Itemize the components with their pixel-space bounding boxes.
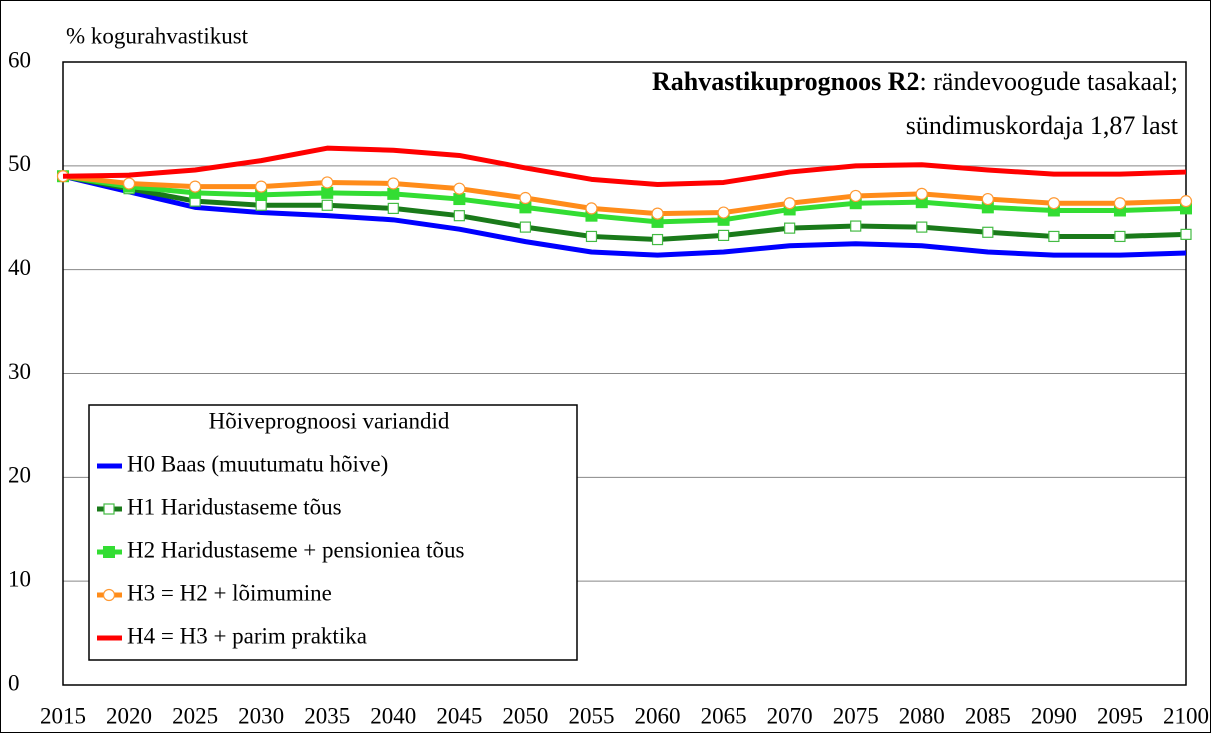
x-tick-label: 2100 (1163, 703, 1209, 728)
x-tick-label: 2045 (436, 703, 482, 728)
marker (453, 182, 466, 195)
x-tick-label: 2085 (965, 703, 1011, 728)
legend: Hõiveprognoosi variandid H0 Baas (muutuma… (88, 404, 578, 661)
y-tick-label: 30 (8, 359, 31, 384)
marker (849, 189, 862, 203)
x-tick-label: 2020 (106, 703, 152, 728)
legend-box (88, 404, 578, 661)
marker (585, 230, 598, 243)
marker (255, 180, 268, 193)
x-tick-label: 2080 (899, 703, 945, 728)
plot-border (62, 61, 1187, 686)
marker (387, 187, 400, 200)
marker (519, 221, 532, 233)
legend-label: H0 Baas (muutumatu hõive) (127, 451, 388, 476)
marker (255, 199, 267, 211)
y-tick-label: 40 (8, 255, 31, 280)
x-tick-label: 2095 (1097, 703, 1143, 728)
marker (519, 201, 532, 214)
legend-label: H1 Haridustaseme tõus (127, 494, 342, 519)
legend-label: H2 Haridustaseme + pensioniea tõus (127, 537, 465, 562)
series-line (62, 173, 1187, 258)
marker (1048, 230, 1060, 243)
marker (915, 187, 928, 200)
marker (1113, 197, 1127, 210)
x-tick-label: 2090 (1031, 703, 1077, 728)
y-tick-label: 50 (8, 151, 31, 176)
marker (519, 191, 532, 205)
marker (981, 192, 994, 206)
marker (255, 188, 268, 201)
y-tick-label: 10 (8, 566, 31, 591)
marker (717, 206, 730, 219)
y-tick-label: 60 (8, 47, 31, 72)
marker (982, 226, 994, 238)
marker (453, 193, 466, 206)
legend-label: H3 = H2 + lõimumine (127, 580, 332, 605)
x-tick-label: 2015 (40, 703, 86, 728)
marker (717, 229, 730, 242)
marker (321, 199, 333, 211)
marker (1180, 228, 1192, 240)
y-axis-label: % kogurahvastikust (66, 23, 249, 48)
x-tick-label: 2055 (568, 703, 614, 728)
marker (321, 176, 334, 189)
x-tick-label: 2040 (370, 703, 416, 728)
series-line (62, 173, 1187, 243)
marker (189, 180, 202, 193)
marker (1114, 230, 1126, 243)
chart-subtitle: sündimuskordaja 1,87 last (906, 111, 1179, 140)
legend-label: H4 = H3 + parim praktika (127, 623, 367, 648)
legend-title: Hõiveprognoosi variandid (209, 408, 450, 433)
legend-marker (102, 588, 116, 602)
marker (1179, 195, 1193, 208)
x-tick-label: 2075 (833, 703, 879, 728)
x-tick-label: 2030 (238, 703, 284, 728)
x-tick-label: 2070 (767, 703, 813, 728)
legend-marker (103, 546, 115, 558)
marker (321, 186, 334, 199)
y-tick-label: 0 (8, 670, 20, 695)
marker (651, 207, 664, 220)
legend-marker (103, 503, 115, 515)
marker (783, 197, 796, 210)
series-line (62, 173, 1187, 217)
marker (784, 222, 796, 234)
marker (585, 202, 598, 215)
series-line (62, 173, 1187, 225)
x-tick-label: 2025 (172, 703, 218, 728)
marker (850, 220, 862, 232)
x-tick-label: 2065 (701, 703, 747, 728)
x-tick-label: 2050 (502, 703, 548, 728)
chart-title-line: Rahvastikuprognoos R2: rändevoogude tasa… (652, 67, 1178, 96)
chart-title: Rahvastikuprognoos R2 (652, 67, 920, 96)
marker (387, 202, 399, 215)
marker (651, 233, 664, 246)
x-tick-label: 2035 (304, 703, 350, 728)
marker (916, 221, 928, 233)
marker (122, 177, 136, 190)
x-tick-label: 2060 (635, 703, 681, 728)
marker (453, 210, 465, 222)
y-tick-label: 20 (8, 463, 31, 488)
marker (387, 177, 400, 190)
series-line (62, 145, 1187, 188)
marker (1047, 197, 1060, 210)
chart-title-suffix: : rändevoogude tasakaal; (920, 67, 1178, 96)
